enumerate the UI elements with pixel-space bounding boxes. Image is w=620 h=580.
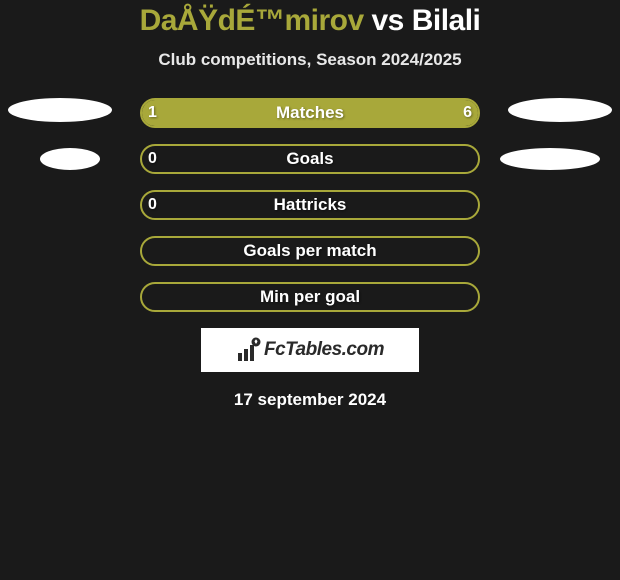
stats-area: Matches16Goals0Hattricks0Goals per match… [0,98,620,312]
title-player-2: Bilali [412,4,481,37]
brand-box[interactable]: FcTables.com [201,328,419,372]
left-ellipse [8,98,112,122]
stat-row: Goals per match [0,236,620,266]
chart-ball-icon [236,337,262,363]
stat-bar-fill-right [189,100,478,126]
brand-text: FcTables.com [264,339,384,361]
stat-row: Min per goal [0,282,620,312]
title-player-1: DaÅŸdÉ™mirov [140,4,364,37]
stat-bar [140,236,480,266]
stat-row: Goals0 [0,144,620,174]
footer-date: 17 september 2024 [0,390,620,410]
page-title: DaÅŸdÉ™mirov vs Bilali [0,0,620,50]
brand-inner: FcTables.com [236,337,384,363]
stat-right-value: 6 [463,98,472,128]
stat-left-value: 0 [148,190,157,220]
subtitle: Club competitions, Season 2024/2025 [0,50,620,70]
title-connector: vs [371,4,403,37]
stat-row: Hattricks0 [0,190,620,220]
stat-bar [140,282,480,312]
stat-bar [140,190,480,220]
left-ellipse [40,148,100,170]
stat-bar [140,98,480,128]
right-ellipse [508,98,612,122]
right-ellipse [500,148,600,170]
stat-row: Matches16 [0,98,620,128]
stat-left-value: 0 [148,144,157,174]
stat-bar [140,144,480,174]
stat-left-value: 1 [148,98,157,128]
